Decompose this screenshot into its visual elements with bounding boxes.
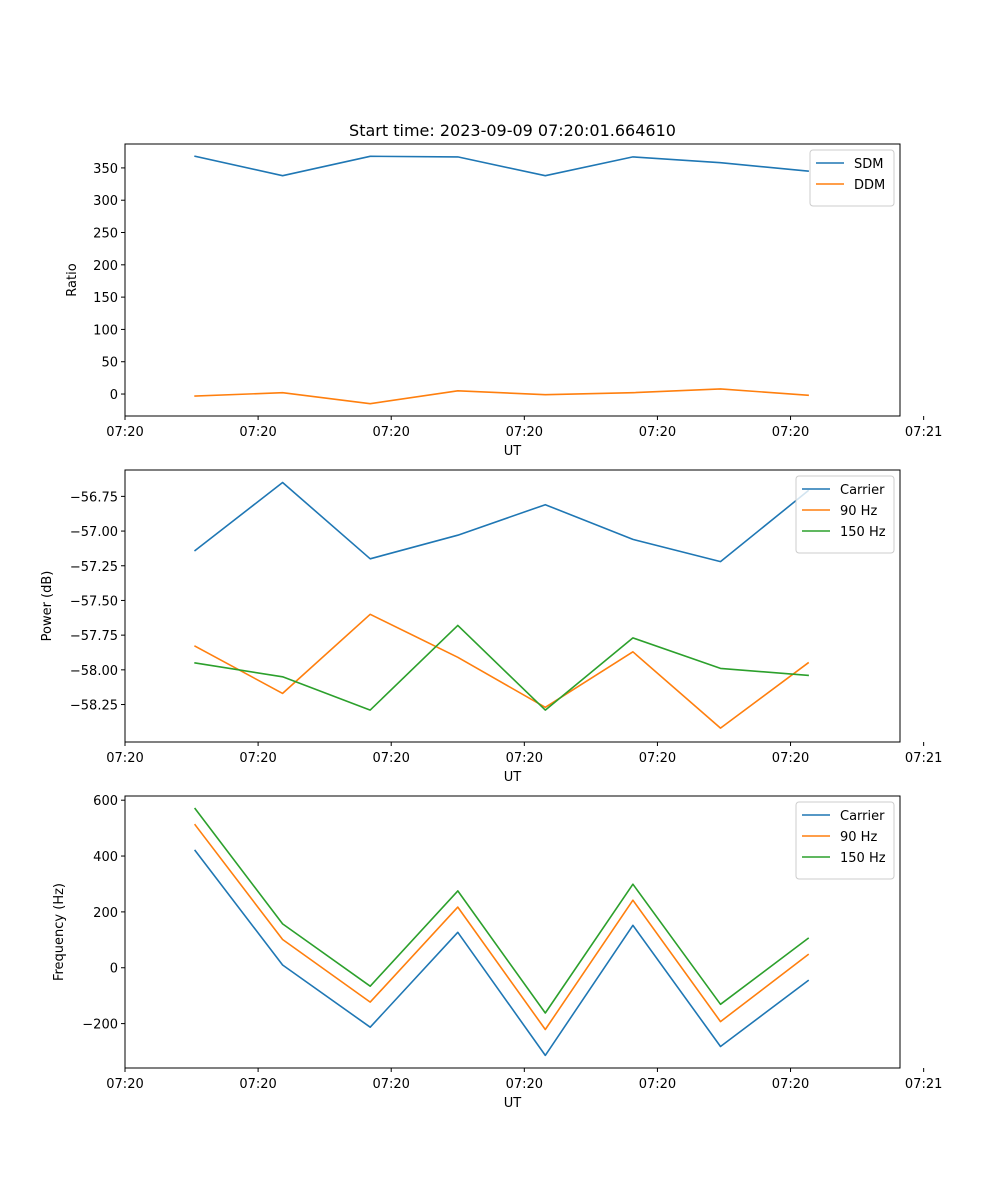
x-tick-label: 07:20 xyxy=(639,1077,676,1092)
legend-label-150-hz: 150 Hz xyxy=(840,851,886,866)
series-line-150-hz xyxy=(194,624,809,711)
y-tick-label: −58.25 xyxy=(70,699,118,714)
legend: SDM DDM xyxy=(809,149,895,207)
x-tick-label: 07:20 xyxy=(772,425,809,440)
plot-frame xyxy=(124,469,901,743)
y-tick-label: −57.25 xyxy=(70,560,118,575)
plot-frame xyxy=(124,795,901,1069)
x-tick-label: 07:21 xyxy=(905,751,942,766)
series-line-90-hz xyxy=(193,823,810,1031)
y-tick-label: −57.50 xyxy=(70,594,118,609)
y-axis-label: Power (dB) xyxy=(40,571,55,642)
legend: Carrier 90 Hz 150 Hz xyxy=(795,801,895,880)
x-tick-label: 07:20 xyxy=(372,751,409,766)
y-axis-label: Ratio xyxy=(65,263,80,296)
series-line-sdm xyxy=(194,155,809,177)
x-tick-label: 07:20 xyxy=(772,1077,809,1092)
series-line-carrier xyxy=(193,849,810,1057)
x-axis-label: UT xyxy=(504,770,522,785)
y-tick-label: 0 xyxy=(110,962,118,977)
y-tick-label: −57.00 xyxy=(70,525,118,540)
y-tick-label: 250 xyxy=(93,227,118,242)
x-tick-label: 07:20 xyxy=(239,425,276,440)
legend-label-carrier: Carrier xyxy=(840,483,885,498)
x-tick-label: 07:21 xyxy=(905,425,942,440)
panel-ratio: Start time: 2023-09-09 07:20:01.664610 07… xyxy=(65,121,942,459)
y-tick-label: −56.75 xyxy=(70,490,118,505)
x-axis-label: UT xyxy=(504,444,522,459)
legend-label-ddm: DDM xyxy=(854,178,885,193)
y-tick-label: 200 xyxy=(93,906,118,921)
chart-title: Start time: 2023-09-09 07:20:01.664610 xyxy=(349,121,676,140)
x-tick-label: 07:20 xyxy=(639,751,676,766)
y-tick-label: 50 xyxy=(101,356,118,371)
x-tick-label: 07:20 xyxy=(506,425,543,440)
legend-label-carrier: Carrier xyxy=(840,809,885,824)
x-tick-label: 07:20 xyxy=(506,1077,543,1092)
legend-box xyxy=(809,149,895,207)
legend-box xyxy=(795,801,895,880)
legend-label-90-hz: 90 Hz xyxy=(840,504,877,519)
y-tick-label: −57.75 xyxy=(70,629,118,644)
legend: Carrier 90 Hz 150 Hz xyxy=(795,475,895,554)
x-tick-label: 07:20 xyxy=(772,751,809,766)
x-tick-label: 07:20 xyxy=(506,751,543,766)
y-tick-label: −200 xyxy=(82,1018,118,1033)
y-tick-label: 200 xyxy=(93,259,118,274)
legend-label-sdm: SDM xyxy=(854,157,883,172)
legend-box xyxy=(795,475,895,554)
x-tick-label: 07:20 xyxy=(106,425,143,440)
legend-label-150-hz: 150 Hz xyxy=(840,525,886,540)
series-line-150-hz xyxy=(193,807,810,1014)
legend-label-90-hz: 90 Hz xyxy=(840,830,877,845)
y-tick-label: 300 xyxy=(93,194,118,209)
x-tick-label: 07:21 xyxy=(905,1077,942,1092)
x-tick-label: 07:20 xyxy=(239,751,276,766)
y-tick-label: 600 xyxy=(93,794,118,809)
y-tick-label: 400 xyxy=(93,850,118,865)
x-tick-label: 07:20 xyxy=(239,1077,276,1092)
series-line-carrier xyxy=(193,481,810,563)
x-axis-label: UT xyxy=(504,1096,522,1111)
y-tick-label: 150 xyxy=(93,291,118,306)
y-tick-label: −58.00 xyxy=(70,664,118,679)
y-tick-label: 0 xyxy=(110,388,118,403)
x-tick-label: 07:20 xyxy=(372,1077,409,1092)
y-tick-label: 100 xyxy=(93,323,118,338)
x-tick-label: 07:20 xyxy=(372,425,409,440)
x-tick-label: 07:20 xyxy=(106,1077,143,1092)
series-line-ddm xyxy=(194,388,809,405)
y-tick-label: 350 xyxy=(93,162,118,177)
x-tick-label: 07:20 xyxy=(106,751,143,766)
panel-frequency: 07:20 07:20 07:20 07:20 07:20 07:20 07:21 −200 0… xyxy=(52,794,942,1111)
series-line-90-hz xyxy=(194,613,810,729)
panel-power: 07:20 07:20 07:20 07:20 07:20 07:20 07:21 −58.2… xyxy=(40,469,942,785)
y-axis-label: Frequency (Hz) xyxy=(52,883,67,981)
plot-frame xyxy=(124,143,901,417)
x-tick-label: 07:20 xyxy=(639,425,676,440)
